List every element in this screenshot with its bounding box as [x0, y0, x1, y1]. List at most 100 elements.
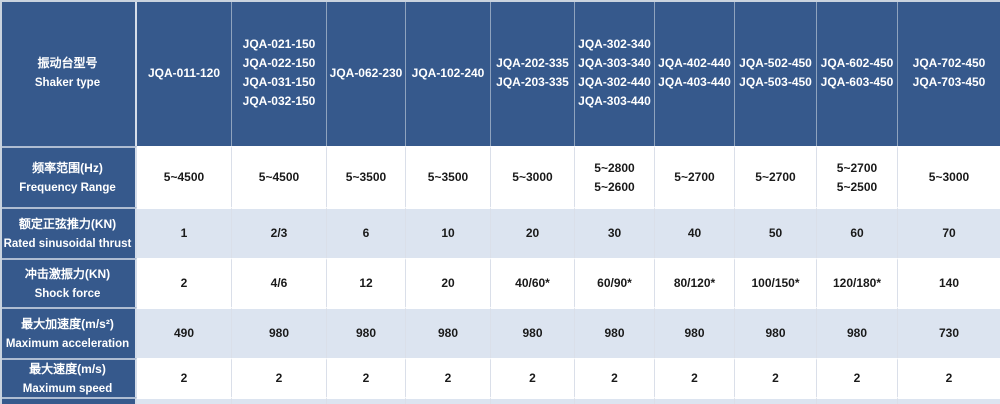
text-line: Rated sinusoidal thrust [3, 237, 132, 250]
text-line: 70 [942, 226, 956, 240]
text-line: 最大加速度(m/s²) [21, 316, 114, 331]
text-line: 40/60* [515, 276, 550, 290]
text-line: 振动台型号 [37, 56, 98, 70]
value-cell: 50 [735, 207, 817, 258]
text-line: 12 [359, 276, 373, 290]
value-cell: 5~4500 [232, 146, 327, 207]
value-cell-partial [898, 397, 1000, 404]
text-line: 4/6 [270, 276, 288, 290]
text-line: 10 [441, 226, 455, 240]
value-cell: 2 [327, 358, 406, 397]
text-line: 30 [607, 226, 622, 240]
text-line: 5~3000 [928, 170, 970, 184]
text-line: 频率范围(Hz) [32, 160, 103, 175]
text-line: JQA-021-150 [242, 37, 316, 51]
header-shaker-type: 振动台型号 Shaker type [0, 0, 137, 146]
text-line: 冲击激振力(KN) [24, 266, 111, 281]
value-cell: 60/90* [575, 258, 655, 307]
header-cell-model: JQA-021-150 JQA-022-150 JQA-031-150 JQA-032… [232, 0, 327, 146]
text-line: 2 [853, 371, 861, 385]
text-line: JQA-603-450 [820, 75, 894, 89]
value-cell: 2 [137, 358, 232, 397]
text-line: 2 [180, 276, 188, 290]
text-line: 980 [437, 326, 459, 340]
value-cell: 980 [406, 307, 491, 358]
text-line: 980 [268, 326, 290, 340]
value-cell: 5~3000 [898, 146, 1000, 207]
value-cell: 30 [575, 207, 655, 258]
header-cell-model: JQA-062-230 [327, 0, 406, 146]
text-line: 5~2500 [836, 179, 878, 194]
value-cell: 2 [817, 358, 898, 397]
text-line: 5~4500 [163, 170, 205, 184]
text-line: 980 [765, 326, 786, 340]
value-cell-partial [817, 397, 898, 404]
text-line: JQA-032-150 [242, 94, 316, 108]
value-cell: 980 [575, 307, 655, 358]
text-line: 60 [850, 226, 864, 240]
text-line: Maximum speed [22, 382, 113, 395]
row-label: 频率范围(Hz) Frequency Range [0, 146, 137, 207]
value-cell: 2/3 [232, 207, 327, 258]
value-cell-partial [232, 397, 327, 404]
value-cell: 980 [232, 307, 327, 358]
text-line: 120/180* [832, 276, 882, 290]
value-cell: 140 [898, 258, 1000, 307]
text-line: 5~2800 [594, 160, 635, 175]
text-line: JQA-011-120 [147, 65, 221, 80]
text-line: 2/3 [270, 226, 288, 240]
value-cell: 5~4500 [137, 146, 232, 207]
header-cell-model: JQA-011-120 [137, 0, 232, 146]
text-line: 980 [846, 326, 868, 340]
header-cell-model: JQA-202-335 JQA-203-335 [491, 0, 575, 146]
header-cell-model: JQA-702-450 JQA-703-450 [898, 0, 1000, 146]
text-line: 140 [938, 276, 960, 290]
text-line: 2 [362, 371, 370, 385]
value-cell: 730 [898, 307, 1000, 358]
text-line: JQA-303-440 [578, 94, 651, 108]
text-line: JQA-503-450 [739, 75, 812, 89]
text-line: JQA-302-440 [578, 75, 651, 89]
text-line: JQA-062-230 [329, 65, 403, 80]
value-cell: 5~2700 [655, 146, 735, 207]
value-cell-partial [137, 397, 232, 404]
value-cell: 10 [406, 207, 491, 258]
value-cell: 60 [817, 207, 898, 258]
text-line: 5~2700 [674, 170, 715, 184]
value-cell: 490 [137, 307, 232, 358]
text-line: 50 [768, 226, 783, 240]
text-line: 730 [938, 326, 960, 340]
value-cell-partial [491, 397, 575, 404]
text-line: Frequency Range [19, 181, 116, 194]
text-line: 2 [444, 371, 452, 385]
value-cell: 5~3500 [406, 146, 491, 207]
text-line: 5~3500 [345, 170, 387, 184]
text-line: 980 [684, 326, 705, 340]
text-line: 60/90* [597, 276, 632, 290]
value-cell-partial [735, 397, 817, 404]
value-cell: 2 [406, 358, 491, 397]
value-cell: 5~2800 5~2600 [575, 146, 655, 207]
text-line: Shock force [34, 287, 101, 300]
text-line: 额定正弦推力(KN) [18, 216, 117, 231]
text-line: JQA-303-340 [578, 56, 651, 70]
text-line: JQA-102-240 [411, 65, 485, 80]
row-label: 最大速度(m/s) Maximum speed [0, 358, 137, 397]
value-cell: 980 [327, 307, 406, 358]
text-line: 80/120* [673, 276, 716, 290]
text-line: JQA-302-340 [578, 37, 651, 51]
text-line: 6 [362, 226, 370, 240]
value-cell-partial [575, 397, 655, 404]
value-cell-partial [406, 397, 491, 404]
value-cell: 2 [232, 358, 327, 397]
value-cell: 980 [735, 307, 817, 358]
text-line: 5~3500 [427, 170, 469, 184]
text-line: 5~2600 [594, 179, 635, 194]
value-cell-partial [327, 397, 406, 404]
text-line: 2 [275, 371, 283, 385]
text-line: JQA-502-450 [739, 56, 812, 70]
text-line: JQA-202-335 [496, 56, 569, 70]
row-label: 冲击激振力(KN) Shock force [0, 258, 137, 307]
text-line: JQA-403-440 [658, 75, 731, 89]
